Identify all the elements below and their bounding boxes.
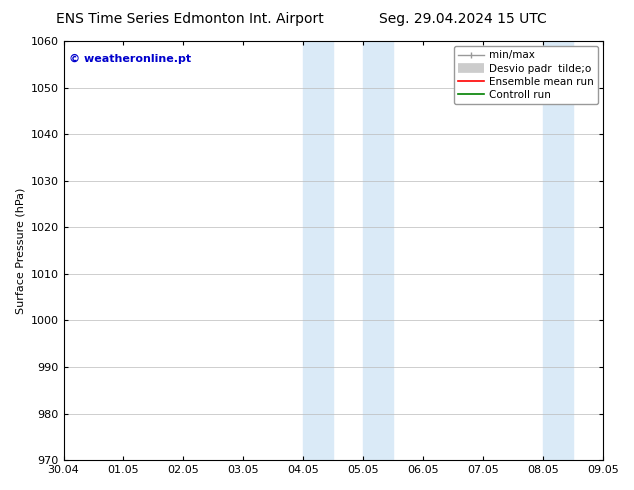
Bar	[363, 41, 393, 460]
Bar	[543, 41, 573, 460]
Legend: min/max, Desvio padr  tilde;o, Ensemble mean run, Controll run: min/max, Desvio padr tilde;o, Ensemble m…	[453, 46, 598, 104]
Y-axis label: Surface Pressure (hPa): Surface Pressure (hPa)	[15, 187, 25, 314]
Bar	[303, 41, 333, 460]
Text: Seg. 29.04.2024 15 UTC: Seg. 29.04.2024 15 UTC	[379, 12, 547, 26]
Text: © weatheronline.pt: © weatheronline.pt	[69, 53, 191, 64]
Text: ENS Time Series Edmonton Int. Airport: ENS Time Series Edmonton Int. Airport	[56, 12, 324, 26]
